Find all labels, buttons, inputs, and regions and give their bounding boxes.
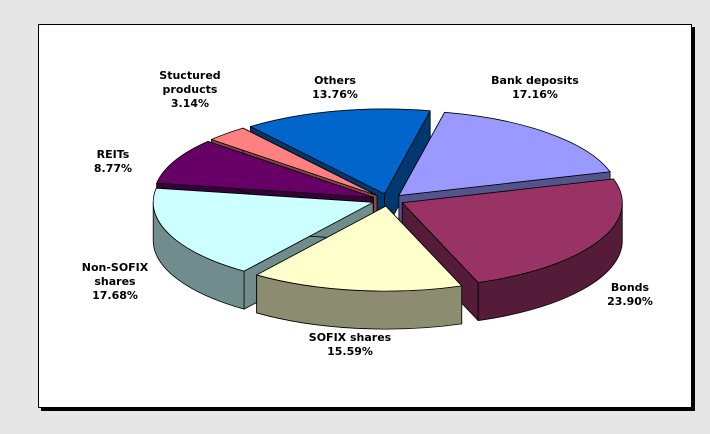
- value-label: 13.76%: [312, 88, 358, 101]
- value-label: 8.77%: [93, 162, 133, 175]
- slice: [211, 127, 378, 196]
- data-label: Non-SOFIX shares 17.68%: [75, 261, 155, 303]
- category-label: Bonds: [610, 281, 650, 294]
- slice: [256, 205, 463, 292]
- data-label: Bank deposits 17.16%: [470, 74, 600, 102]
- value-label: 3.14%: [170, 97, 210, 110]
- value-label: 15.59%: [327, 345, 373, 358]
- value-label: 17.16%: [512, 88, 558, 101]
- category-label: REITs: [96, 148, 130, 161]
- category-label: Others: [314, 74, 356, 87]
- slice: [398, 111, 611, 196]
- slice: [401, 178, 623, 283]
- category-label: Stuctured products: [159, 69, 221, 96]
- value-label: 17.68%: [92, 289, 138, 302]
- category-label: SOFIX shares: [308, 331, 392, 344]
- slice: [250, 108, 431, 195]
- slice: [156, 141, 374, 198]
- slice: [152, 187, 374, 272]
- data-label: Stuctured products 3.14%: [153, 69, 228, 111]
- data-label: Bonds 23.90%: [590, 281, 670, 309]
- value-label: 23.90%: [607, 295, 653, 308]
- category-label: Bank deposits: [491, 74, 579, 87]
- category-label: Non-SOFIX shares: [81, 261, 149, 288]
- data-label: REITs 8.77%: [73, 148, 153, 176]
- data-label: Others 13.76%: [295, 74, 375, 102]
- data-label: SOFIX shares 15.59%: [285, 331, 415, 359]
